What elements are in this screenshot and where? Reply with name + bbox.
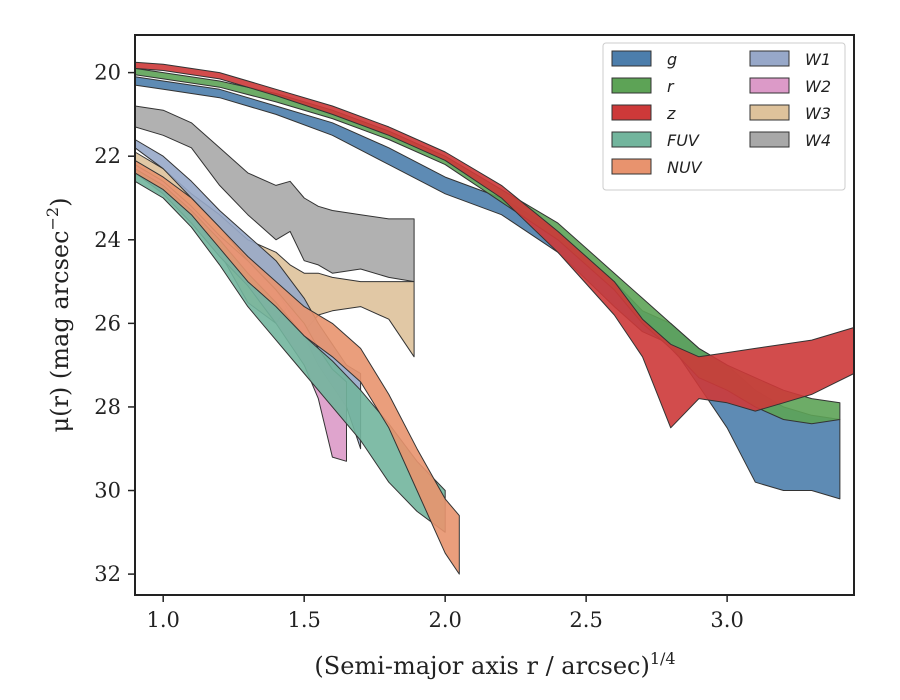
y-tick-label: 28 xyxy=(94,395,121,419)
y-axis-label-tail: ) xyxy=(46,198,74,207)
y-axis: 20 22 24 26 28 30 32 xyxy=(94,61,135,586)
bands-layer xyxy=(134,61,855,575)
legend-swatch-w3 xyxy=(749,104,790,121)
legend-label-z: z xyxy=(666,104,676,123)
y-tick-label: 26 xyxy=(94,311,121,335)
band-nuv xyxy=(134,159,460,575)
y-axis-label: μ(r) (mag arcsec−2) xyxy=(43,198,74,433)
x-axis: 1.0 1.5 2.0 2.5 3.0 xyxy=(146,595,744,632)
y-axis-label-exponent: −2 xyxy=(43,207,62,231)
legend-swatch-z xyxy=(611,104,652,121)
legend-swatch-w4 xyxy=(749,131,790,148)
legend-swatch-fuv xyxy=(611,131,652,148)
y-tick-label: 32 xyxy=(94,562,121,586)
y-tick-label: 20 xyxy=(94,61,121,85)
plot-frame xyxy=(134,34,855,596)
legend-swatch-r xyxy=(611,77,652,94)
x-tick-label: 1.0 xyxy=(146,608,179,632)
legend-swatch-w2 xyxy=(749,77,790,94)
legend-swatch-w1 xyxy=(749,50,790,67)
x-tick-label: 1.5 xyxy=(287,608,320,632)
legend-label-w3: W3 xyxy=(805,104,831,123)
legend-swatch-g xyxy=(611,50,652,67)
legend-label-w4: W4 xyxy=(805,131,831,150)
band-g xyxy=(134,76,841,500)
legend-swatch-nuv xyxy=(611,158,652,175)
x-tick-label: 2.0 xyxy=(428,608,461,632)
y-tick-label: 24 xyxy=(94,228,121,252)
y-tick-label: 22 xyxy=(94,144,121,168)
legend-label-fuv: FUV xyxy=(667,131,700,150)
x-tick-label: 3.0 xyxy=(710,608,743,632)
legend-label-r: r xyxy=(667,77,675,96)
legend: grz FUV NUV W1 W2 W3 W4 xyxy=(602,42,846,191)
y-tick-label: 30 xyxy=(94,479,121,503)
legend-label-w1: W1 xyxy=(805,50,831,69)
x-axis-label: (Semi-major axis r / arcsec)1/4 xyxy=(314,649,675,680)
x-axis-label-exponent: 1/4 xyxy=(650,649,676,668)
legend-label-w2: W2 xyxy=(805,77,831,96)
legend-label-g: g xyxy=(667,50,677,69)
legend-label-nuv: NUV xyxy=(667,158,703,177)
x-tick-label: 2.5 xyxy=(569,608,602,632)
